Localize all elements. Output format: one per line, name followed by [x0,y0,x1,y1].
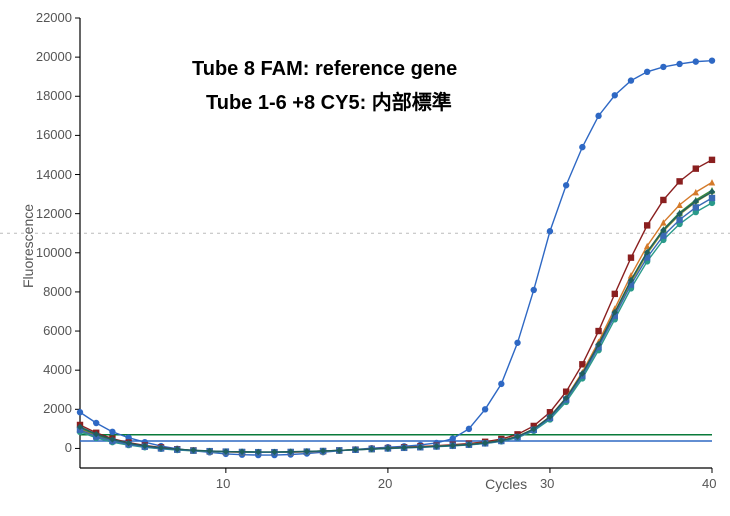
x-tick-label: 20 [378,476,392,491]
y-tick-label: 12000 [36,206,72,221]
amplification-chart: Tube 8 FAM: reference gene Tube 1-6 +8 CY… [0,0,730,516]
y-tick-label: 18000 [36,88,72,103]
x-axis-label: Cycles [485,476,527,492]
y-tick-label: 8000 [43,284,72,299]
chart-annotation: Tube 1-6 +8 CY5: 内部標準 [206,86,452,115]
y-tick-label: 0 [65,440,72,455]
x-tick-label: 30 [540,476,554,491]
y-tick-label: 14000 [36,167,72,182]
y-tick-label: 4000 [43,362,72,377]
y-tick-label: 16000 [36,127,72,142]
y-tick-label: 10000 [36,245,72,260]
y-tick-label: 22000 [36,10,72,25]
x-tick-label: 10 [216,476,230,491]
y-tick-label: 6000 [43,323,72,338]
chart-annotation: Tube 8 FAM: reference gene [192,58,457,81]
y-axis-label: Fluorescence [20,204,36,288]
x-tick-label: 40 [702,476,716,491]
y-tick-label: 20000 [36,49,72,64]
y-tick-label: 2000 [43,401,72,416]
